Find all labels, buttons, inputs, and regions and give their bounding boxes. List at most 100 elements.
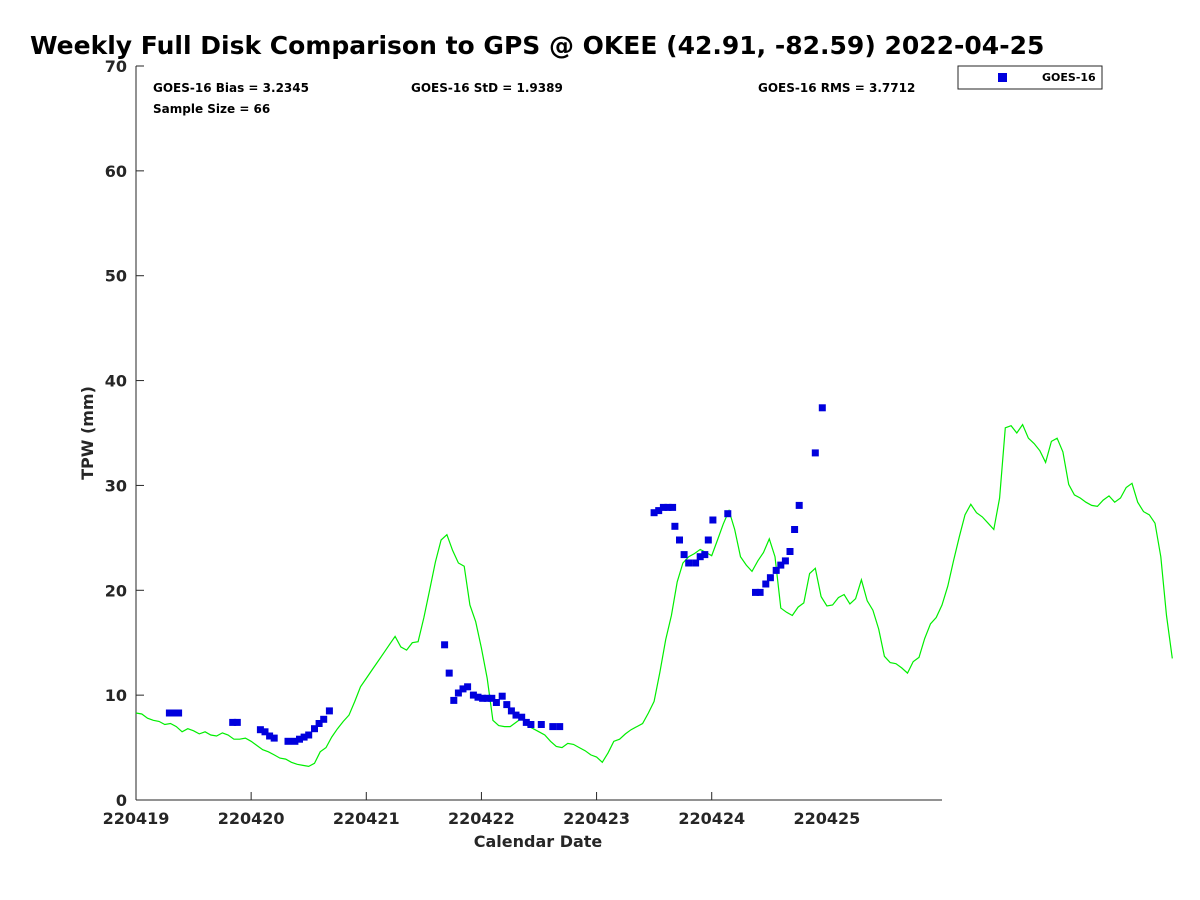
goes-point (522, 718, 530, 726)
goes-point (818, 404, 826, 412)
goes-point (650, 509, 658, 517)
goes-point (724, 510, 732, 518)
x-tick-label: 220419 (103, 809, 170, 828)
y-tick-label: 10 (105, 686, 127, 705)
gps-line (135, 423, 1173, 768)
goes-point (777, 561, 785, 569)
goes-point (305, 731, 313, 739)
goes-point (701, 551, 709, 559)
goes-point (325, 707, 333, 715)
goes-point (474, 693, 482, 701)
goes-point (503, 701, 511, 709)
y-axis-label: TPW (mm) (78, 386, 97, 480)
goes-point (261, 728, 269, 736)
y-tick-label: 70 (105, 57, 127, 76)
goes-point (320, 715, 328, 723)
legend-label-goes: GOES-16 (1042, 71, 1096, 84)
goes-point (786, 548, 794, 555)
goes-point (165, 709, 173, 717)
goes-point (655, 507, 663, 515)
y-tick-label: 50 (105, 267, 127, 286)
goes-point (762, 580, 770, 588)
goes-point (752, 588, 759, 596)
goes-point (170, 709, 178, 717)
goes-point (459, 685, 467, 693)
goes-point (676, 536, 683, 544)
x-tick-label: 220424 (678, 809, 745, 828)
legend-marker (998, 73, 1007, 82)
goes-point (175, 709, 183, 717)
goes-point (488, 694, 496, 702)
goes-series (165, 404, 826, 745)
std-stat: GOES-16 StD = 1.9389 (411, 81, 563, 95)
goes-point (454, 689, 462, 697)
goes-point (512, 711, 520, 719)
bias-stat: GOES-16 Bias = 3.2345 (153, 81, 309, 95)
goes-point (709, 516, 717, 524)
chart-title: Weekly Full Disk Comparison to GPS @ OKE… (30, 31, 1044, 60)
goes-point (791, 526, 799, 533)
goes-point (311, 725, 318, 733)
goes-point (795, 501, 803, 509)
y-tick-label: 60 (105, 162, 127, 181)
goes-point (811, 449, 819, 457)
goes-point (527, 721, 535, 728)
x-tick-label: 220425 (793, 809, 860, 828)
goes-point (300, 733, 308, 741)
sample-size-stat: Sample Size = 66 (153, 102, 270, 116)
y-tick-label: 0 (116, 791, 127, 810)
goes-point (781, 557, 789, 565)
goes-point (772, 566, 780, 574)
goes-point (284, 737, 292, 745)
legend-box (957, 65, 1103, 90)
goes-point (483, 694, 491, 702)
goes-point (680, 551, 688, 559)
goes-point (479, 694, 487, 702)
goes-point (464, 683, 472, 691)
goes-point (669, 503, 677, 511)
goes-point (556, 723, 564, 731)
goes-point (229, 718, 237, 726)
goes-point (492, 699, 500, 706)
x-tick-label: 220420 (218, 809, 285, 828)
goes-point (469, 691, 477, 699)
legend: GOES-16 (957, 65, 1103, 90)
goes-point (291, 737, 299, 745)
goes-point (664, 503, 672, 511)
gps-series (135, 423, 1173, 768)
goes-point (696, 553, 704, 561)
plot-area (135, 66, 942, 801)
goes-point (549, 723, 557, 731)
goes-point (766, 574, 774, 582)
goes-point (266, 732, 274, 740)
goes-point (296, 735, 303, 743)
goes-point (315, 720, 323, 727)
goes-point (685, 559, 693, 567)
goes-point (270, 734, 278, 742)
goes-point (659, 503, 667, 511)
goes-point (756, 588, 764, 596)
goes-point (233, 718, 241, 726)
y-ticks: 0 10 20 30 40 50 60 70 (105, 57, 144, 810)
y-tick-label: 20 (105, 581, 127, 600)
y-tick-label: 40 (105, 372, 127, 391)
x-tick-label: 220422 (448, 809, 515, 828)
goes-point (671, 522, 679, 530)
goes-point (445, 669, 453, 677)
goes-point (704, 536, 712, 544)
goes-point (498, 692, 506, 700)
y-tick-label: 30 (105, 476, 127, 495)
rms-stat: GOES-16 RMS = 3.7712 (758, 81, 915, 95)
goes-point (441, 641, 449, 649)
goes-point (450, 696, 458, 704)
goes-point (537, 721, 545, 728)
x-ticks: 220419 220420 220421 220422 220423 220424 2204… (103, 792, 860, 828)
goes-point (692, 559, 700, 567)
x-tick-label: 220421 (333, 809, 400, 828)
goes-point (507, 707, 515, 715)
goes-point (256, 726, 264, 734)
x-axis-label: Calendar Date (474, 832, 603, 851)
goes-point (518, 713, 526, 721)
x-tick-label: 220423 (563, 809, 630, 828)
